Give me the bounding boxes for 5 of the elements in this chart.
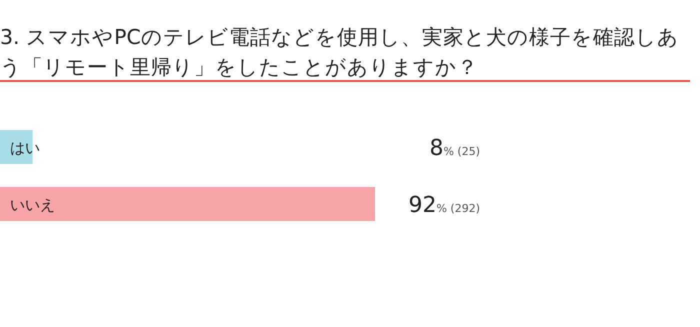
data-label: 92% (292) — [408, 193, 480, 218]
chart-title: 3. スマホやPCのテレビ電話などを使用し、実家と犬の様子を確認しあう「リモート里帰り」をしたことがありますか？ — [0, 24, 680, 81]
data-label: 8% (25) — [429, 136, 480, 161]
y-tick-label: いいえ — [10, 196, 55, 214]
y-tick-label: はい — [10, 139, 40, 157]
